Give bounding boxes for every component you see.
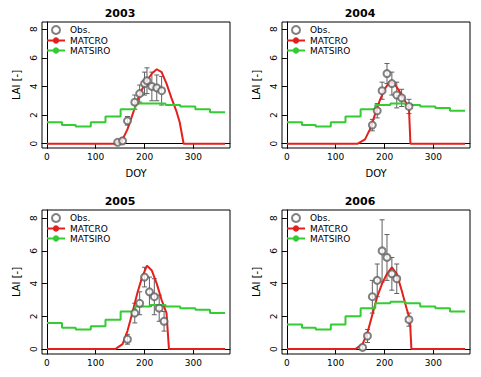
svg-text:0: 0 bbox=[284, 358, 290, 368]
svg-text:MATCRO: MATCRO bbox=[310, 36, 348, 46]
svg-text:300: 300 bbox=[425, 152, 442, 162]
svg-text:MATCRO: MATCRO bbox=[70, 224, 108, 234]
svg-text:6: 6 bbox=[269, 248, 279, 254]
svg-text:0: 0 bbox=[29, 141, 39, 147]
svg-text:Obs.: Obs. bbox=[70, 25, 90, 35]
svg-text:8: 8 bbox=[269, 215, 279, 221]
svg-text:Obs.: Obs. bbox=[310, 213, 330, 223]
svg-text:2004: 2004 bbox=[345, 7, 376, 20]
svg-text:200: 200 bbox=[376, 152, 393, 162]
svg-text:Obs.: Obs. bbox=[310, 25, 330, 35]
svg-text:100: 100 bbox=[327, 152, 344, 162]
svg-text:8: 8 bbox=[29, 215, 39, 221]
svg-text:DOY: DOY bbox=[365, 168, 387, 179]
svg-text:LAI [-]: LAI [-] bbox=[251, 267, 262, 297]
svg-text:DOY: DOY bbox=[125, 168, 147, 179]
svg-text:0: 0 bbox=[269, 346, 279, 352]
svg-text:100: 100 bbox=[327, 358, 344, 368]
svg-text:0: 0 bbox=[44, 358, 50, 368]
svg-text:MATSIRO: MATSIRO bbox=[70, 234, 110, 244]
svg-text:300: 300 bbox=[185, 358, 202, 368]
svg-text:MATCRO: MATCRO bbox=[310, 224, 348, 234]
svg-text:200: 200 bbox=[136, 358, 153, 368]
svg-text:2: 2 bbox=[29, 112, 39, 118]
svg-text:2: 2 bbox=[29, 313, 39, 319]
svg-text:MATSIRO: MATSIRO bbox=[310, 234, 350, 244]
svg-text:8: 8 bbox=[29, 26, 39, 32]
svg-text:6: 6 bbox=[269, 55, 279, 61]
svg-text:LAI [-]: LAI [-] bbox=[11, 70, 22, 100]
svg-text:100: 100 bbox=[87, 152, 104, 162]
svg-text:0: 0 bbox=[29, 346, 39, 352]
svg-text:300: 300 bbox=[185, 152, 202, 162]
svg-text:LAI [-]: LAI [-] bbox=[251, 70, 262, 100]
svg-text:300: 300 bbox=[425, 358, 442, 368]
svg-text:LAI [-]: LAI [-] bbox=[11, 267, 22, 297]
svg-text:Obs.: Obs. bbox=[70, 213, 90, 223]
svg-text:100: 100 bbox=[87, 358, 104, 368]
svg-text:0: 0 bbox=[284, 152, 290, 162]
svg-text:2: 2 bbox=[269, 112, 279, 118]
svg-text:8: 8 bbox=[269, 26, 279, 32]
svg-text:200: 200 bbox=[376, 358, 393, 368]
svg-text:0: 0 bbox=[44, 152, 50, 162]
svg-text:4: 4 bbox=[29, 83, 39, 89]
svg-text:2003: 2003 bbox=[105, 7, 136, 20]
svg-text:MATCRO: MATCRO bbox=[70, 36, 108, 46]
svg-text:4: 4 bbox=[29, 281, 39, 287]
svg-text:2006: 2006 bbox=[345, 195, 376, 208]
svg-text:200: 200 bbox=[136, 152, 153, 162]
svg-text:MATSIRO: MATSIRO bbox=[310, 46, 350, 56]
svg-text:6: 6 bbox=[29, 248, 39, 254]
svg-text:2005: 2005 bbox=[105, 195, 136, 208]
svg-text:4: 4 bbox=[269, 83, 279, 89]
svg-text:6: 6 bbox=[29, 55, 39, 61]
svg-text:0: 0 bbox=[269, 141, 279, 147]
svg-text:4: 4 bbox=[269, 281, 279, 287]
svg-text:MATSIRO: MATSIRO bbox=[70, 46, 110, 56]
svg-text:2: 2 bbox=[269, 313, 279, 319]
